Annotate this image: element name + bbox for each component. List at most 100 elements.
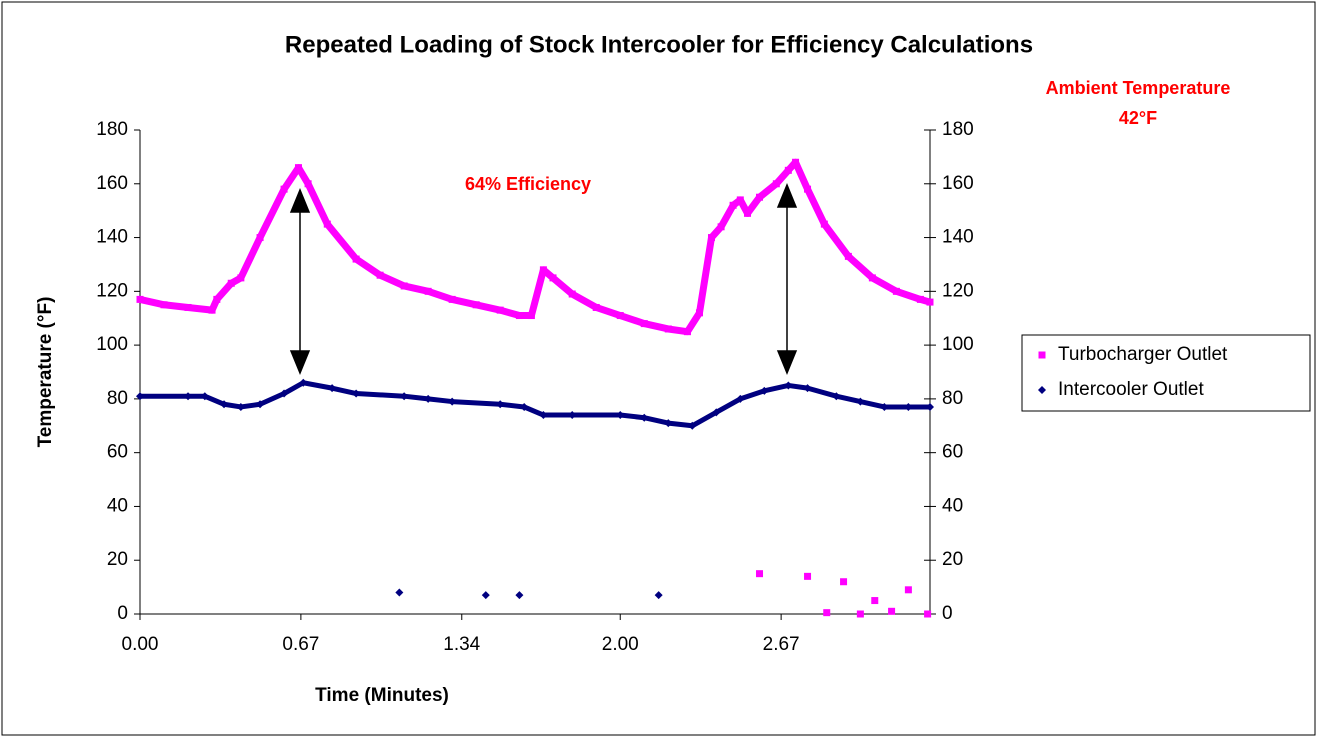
point xyxy=(515,312,523,320)
point xyxy=(904,586,912,594)
point xyxy=(280,185,288,193)
point xyxy=(926,402,934,411)
point xyxy=(424,287,432,295)
point xyxy=(376,271,384,279)
arrows xyxy=(289,183,798,375)
annotation: Ambient Temperature xyxy=(1046,78,1231,98)
y-axis-label: Temperature (°F) xyxy=(35,297,56,448)
point xyxy=(496,306,504,314)
legend-box xyxy=(1021,334,1311,412)
legend-marker xyxy=(1038,351,1046,359)
point xyxy=(299,378,308,387)
x-tick-label: 2.67 xyxy=(763,634,800,655)
point xyxy=(160,301,168,309)
point xyxy=(804,572,812,580)
point xyxy=(323,220,331,228)
chart-title: Repeated Loading of Stock Intercooler fo… xyxy=(285,31,1033,58)
point xyxy=(256,400,265,409)
x-tick-label: 1.34 xyxy=(443,634,480,655)
point xyxy=(840,578,848,586)
point xyxy=(664,325,672,333)
point xyxy=(237,274,245,282)
point xyxy=(200,392,209,401)
point xyxy=(448,397,457,406)
point xyxy=(527,312,535,320)
legend-marker xyxy=(1038,386,1046,394)
point xyxy=(294,164,302,172)
point xyxy=(280,389,289,398)
point xyxy=(400,282,408,290)
y-tick-label: 20 xyxy=(107,549,128,570)
point xyxy=(792,158,800,166)
arrow-head xyxy=(289,188,311,213)
point xyxy=(400,392,409,401)
point xyxy=(712,408,721,417)
point xyxy=(136,392,144,401)
point xyxy=(820,220,828,228)
annotation: 42°F xyxy=(1119,108,1157,128)
legend-label: Intercooler Outlet xyxy=(1058,379,1204,400)
point xyxy=(784,166,792,174)
point xyxy=(744,209,752,217)
point xyxy=(496,400,505,409)
y2-tick-label: 120 xyxy=(942,280,974,301)
y-tick-label: 140 xyxy=(96,227,128,248)
arrow-head xyxy=(776,350,798,375)
point xyxy=(804,185,812,193)
point xyxy=(856,397,865,406)
point xyxy=(520,402,529,411)
point xyxy=(213,295,221,303)
point xyxy=(481,591,490,600)
point xyxy=(220,400,229,409)
x-axis-label: Time (Minutes) xyxy=(315,685,449,706)
point xyxy=(184,303,192,311)
point xyxy=(616,411,625,420)
point xyxy=(736,394,745,403)
point xyxy=(784,381,793,390)
y-tick-label: 180 xyxy=(96,119,128,140)
point xyxy=(592,303,600,311)
point xyxy=(352,389,361,398)
point xyxy=(568,411,577,420)
y-tick-label: 120 xyxy=(96,280,128,301)
x-tick-label: 2.00 xyxy=(602,634,639,655)
point xyxy=(772,180,780,188)
point xyxy=(304,180,312,188)
y2-tick-label: 100 xyxy=(942,334,974,355)
point xyxy=(904,402,913,411)
point xyxy=(640,320,648,328)
point xyxy=(448,295,456,303)
point xyxy=(236,402,245,411)
y2-tick-label: 140 xyxy=(942,227,974,248)
point xyxy=(760,386,769,395)
point xyxy=(756,570,764,578)
y2-tick-label: 60 xyxy=(942,442,963,463)
x-tick-label: 0.00 xyxy=(122,634,159,655)
point xyxy=(729,201,737,209)
y-tick-label: 80 xyxy=(107,388,128,409)
point xyxy=(695,309,703,317)
y-tick-label: 100 xyxy=(96,334,128,355)
point xyxy=(184,392,193,401)
point xyxy=(256,234,264,242)
y2-tick-label: 160 xyxy=(942,173,974,194)
point xyxy=(707,234,715,242)
y-tick-label: 0 xyxy=(117,603,128,624)
point xyxy=(717,223,725,231)
point xyxy=(868,274,876,282)
point xyxy=(926,298,934,306)
point xyxy=(472,301,480,309)
point xyxy=(888,607,896,615)
point xyxy=(736,196,744,204)
point xyxy=(352,255,360,263)
point xyxy=(549,274,557,282)
point xyxy=(683,328,691,336)
point xyxy=(539,266,547,274)
point xyxy=(880,402,889,411)
y2-tick-label: 0 xyxy=(942,603,953,624)
annotation: 64% Efficiency xyxy=(465,174,591,194)
point xyxy=(424,394,433,403)
point xyxy=(640,413,649,422)
point xyxy=(328,384,337,393)
